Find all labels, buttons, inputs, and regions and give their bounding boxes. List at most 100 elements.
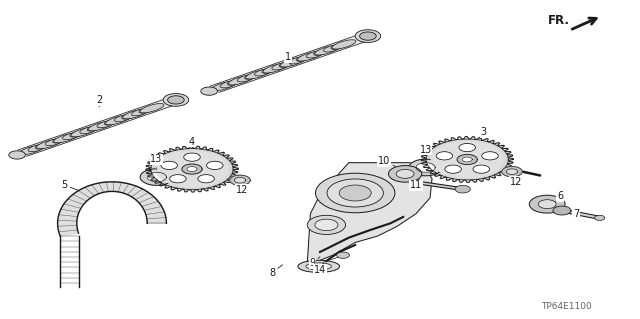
Circle shape — [553, 206, 571, 215]
Ellipse shape — [132, 108, 149, 116]
Polygon shape — [156, 151, 228, 187]
Ellipse shape — [45, 138, 63, 146]
Text: 11: 11 — [410, 179, 422, 190]
Circle shape — [168, 96, 184, 104]
Polygon shape — [146, 146, 238, 192]
Ellipse shape — [263, 64, 287, 73]
Polygon shape — [182, 164, 202, 174]
Ellipse shape — [314, 49, 328, 56]
Ellipse shape — [272, 63, 290, 70]
Circle shape — [595, 215, 605, 220]
Polygon shape — [307, 163, 432, 265]
Text: 14: 14 — [314, 263, 326, 275]
Text: 8: 8 — [269, 265, 283, 278]
Circle shape — [207, 161, 223, 169]
Polygon shape — [462, 157, 472, 162]
Polygon shape — [409, 159, 442, 176]
Ellipse shape — [80, 127, 98, 134]
Polygon shape — [147, 172, 166, 182]
Ellipse shape — [298, 52, 321, 61]
Circle shape — [473, 165, 490, 173]
Ellipse shape — [52, 137, 67, 143]
Ellipse shape — [244, 73, 259, 79]
Polygon shape — [431, 142, 503, 177]
Circle shape — [436, 152, 452, 160]
Ellipse shape — [296, 56, 311, 61]
Polygon shape — [230, 175, 250, 185]
Circle shape — [355, 30, 381, 42]
Circle shape — [170, 174, 186, 183]
Polygon shape — [234, 177, 246, 183]
Ellipse shape — [324, 45, 341, 52]
Circle shape — [538, 200, 556, 209]
Circle shape — [482, 152, 499, 160]
Ellipse shape — [70, 131, 84, 137]
Circle shape — [455, 185, 470, 193]
Polygon shape — [457, 154, 477, 165]
Text: 9: 9 — [309, 257, 320, 268]
Text: 12: 12 — [236, 185, 248, 195]
Ellipse shape — [237, 75, 255, 82]
Circle shape — [316, 173, 395, 213]
Polygon shape — [18, 99, 174, 156]
Polygon shape — [187, 167, 197, 172]
Ellipse shape — [123, 109, 147, 119]
Text: TP64E1100: TP64E1100 — [541, 302, 592, 311]
Ellipse shape — [211, 82, 236, 91]
Circle shape — [445, 165, 461, 173]
Ellipse shape — [227, 79, 242, 85]
Polygon shape — [210, 35, 366, 93]
Text: FR.: FR. — [548, 14, 570, 27]
Ellipse shape — [306, 263, 332, 270]
Ellipse shape — [220, 81, 238, 88]
Ellipse shape — [87, 125, 102, 131]
Circle shape — [327, 179, 383, 207]
Text: 13: 13 — [150, 154, 163, 170]
Polygon shape — [416, 163, 435, 172]
Ellipse shape — [35, 143, 50, 149]
Ellipse shape — [97, 121, 115, 128]
Ellipse shape — [115, 115, 132, 122]
Circle shape — [201, 87, 218, 95]
Text: 4: 4 — [189, 137, 195, 148]
Text: 5: 5 — [61, 180, 79, 190]
Text: 10: 10 — [378, 156, 396, 167]
Ellipse shape — [106, 115, 129, 125]
Circle shape — [388, 166, 422, 182]
Text: 2: 2 — [96, 95, 102, 107]
Circle shape — [184, 153, 200, 161]
Ellipse shape — [262, 67, 276, 73]
Circle shape — [307, 215, 346, 234]
Ellipse shape — [54, 133, 77, 143]
Ellipse shape — [246, 70, 269, 79]
Circle shape — [360, 32, 376, 40]
Circle shape — [529, 195, 565, 213]
Polygon shape — [421, 137, 513, 182]
Ellipse shape — [139, 107, 154, 113]
Ellipse shape — [228, 76, 253, 85]
Text: 12: 12 — [509, 177, 522, 187]
Ellipse shape — [36, 139, 61, 149]
Ellipse shape — [280, 58, 304, 67]
Circle shape — [9, 151, 26, 159]
Circle shape — [337, 252, 349, 258]
Ellipse shape — [28, 145, 46, 152]
Circle shape — [198, 174, 214, 183]
Ellipse shape — [122, 113, 136, 119]
Circle shape — [459, 144, 476, 152]
Ellipse shape — [104, 119, 119, 125]
Ellipse shape — [289, 57, 307, 64]
Ellipse shape — [279, 61, 294, 67]
Text: 1: 1 — [285, 52, 291, 65]
Text: 7: 7 — [573, 209, 579, 219]
Ellipse shape — [331, 43, 346, 49]
Polygon shape — [506, 169, 518, 174]
Ellipse shape — [332, 40, 356, 49]
Polygon shape — [58, 182, 166, 236]
Ellipse shape — [307, 51, 324, 58]
Ellipse shape — [63, 132, 81, 140]
Ellipse shape — [315, 46, 339, 55]
Circle shape — [396, 169, 414, 178]
Circle shape — [315, 219, 338, 231]
Text: 6: 6 — [556, 191, 563, 202]
